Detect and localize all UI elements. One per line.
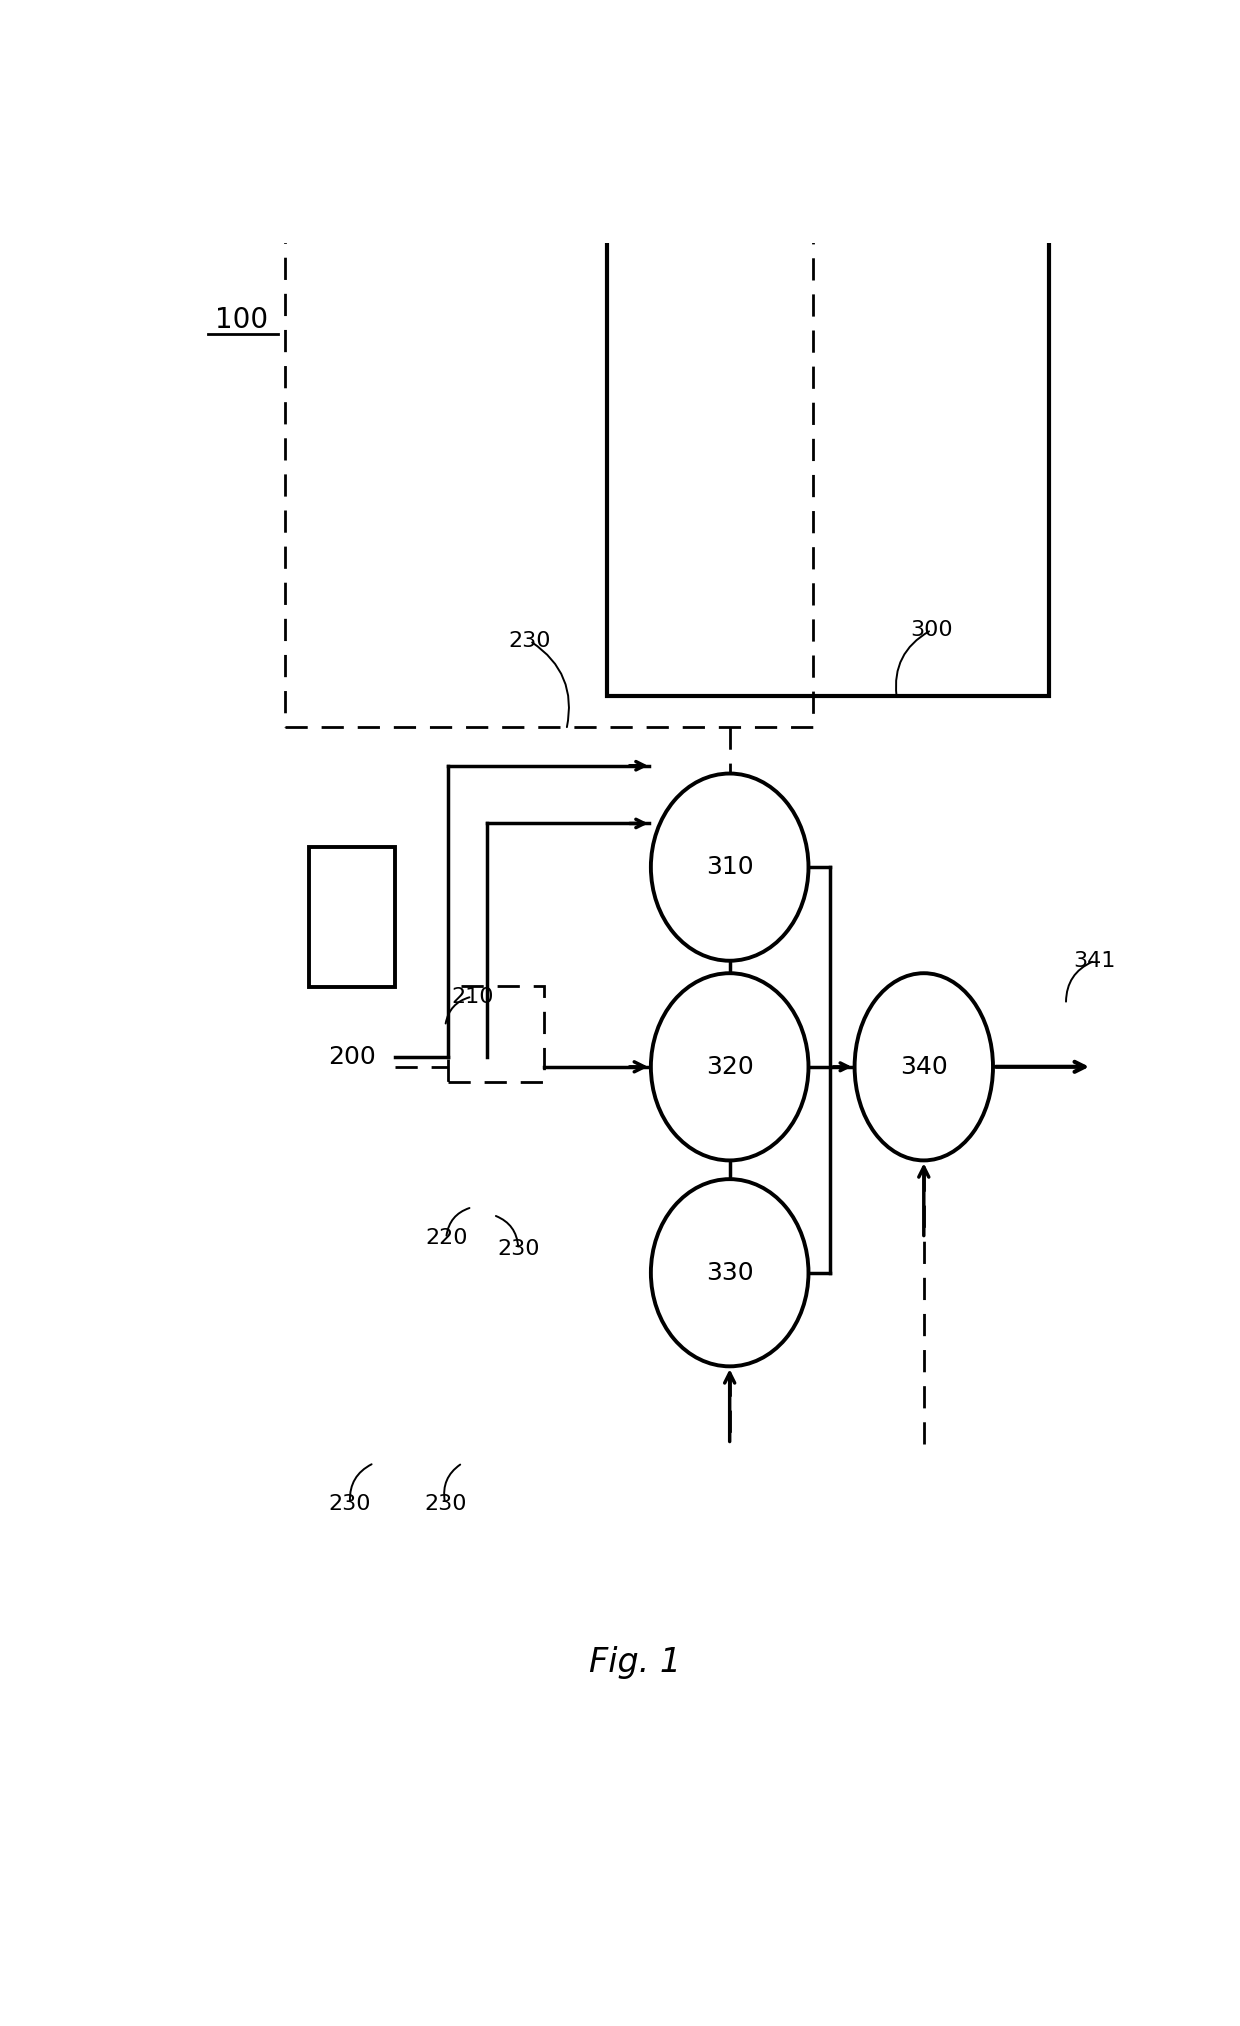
Bar — [285, 10, 813, 727]
Text: 230: 230 — [508, 630, 551, 650]
Text: 220: 220 — [425, 1228, 467, 1248]
Bar — [606, 0, 1049, 695]
Ellipse shape — [651, 972, 808, 1161]
Bar — [448, 987, 544, 1082]
Ellipse shape — [854, 972, 993, 1161]
Text: 320: 320 — [706, 1056, 754, 1078]
Ellipse shape — [651, 774, 808, 960]
Bar — [309, 847, 396, 987]
Text: 230: 230 — [329, 1493, 371, 1513]
Text: 200: 200 — [329, 1045, 376, 1070]
Text: 210: 210 — [451, 987, 494, 1007]
Ellipse shape — [651, 1179, 808, 1366]
Text: 230: 230 — [424, 1493, 466, 1513]
Text: 310: 310 — [706, 855, 754, 879]
Text: 230: 230 — [497, 1240, 539, 1260]
Text: 300: 300 — [910, 620, 952, 640]
Text: 341: 341 — [1074, 950, 1116, 970]
Text: 340: 340 — [900, 1056, 947, 1078]
Text: 330: 330 — [706, 1260, 754, 1284]
Text: 100: 100 — [215, 306, 268, 334]
Text: Fig. 1: Fig. 1 — [589, 1647, 682, 1680]
